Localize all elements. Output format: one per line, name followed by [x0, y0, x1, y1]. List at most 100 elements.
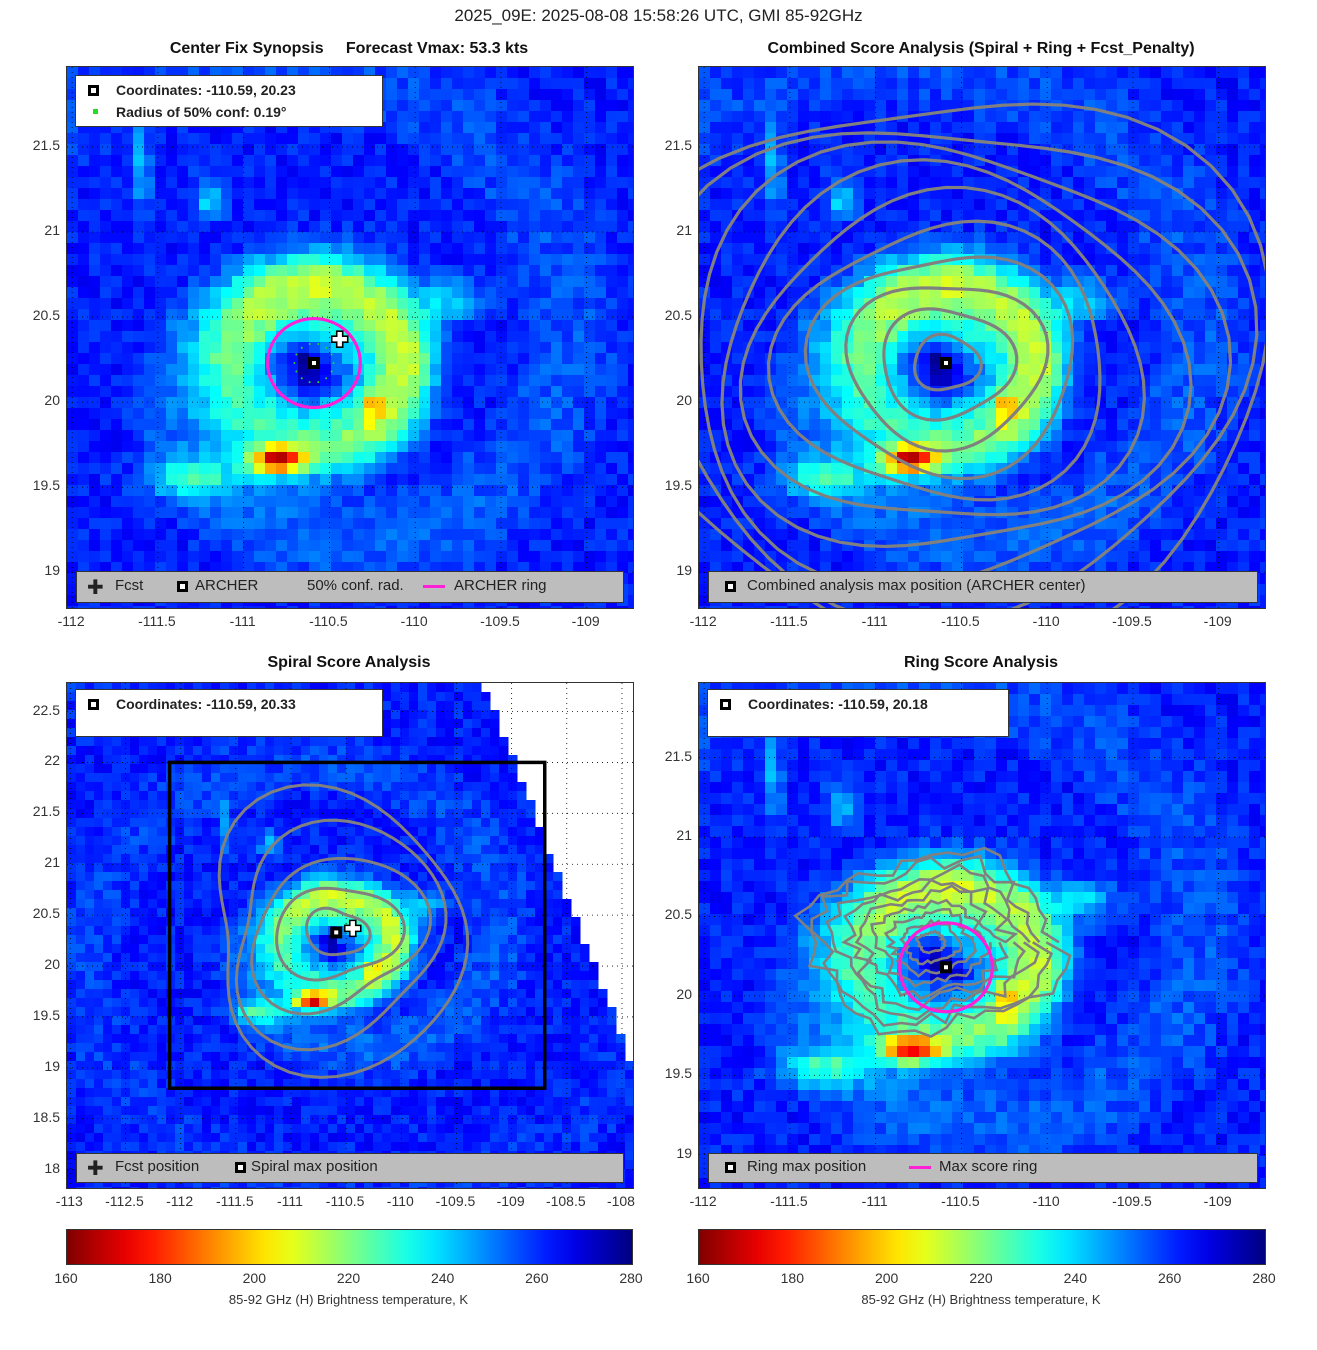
panel-title-combined: Combined Score Analysis (Spiral + Ring +… — [767, 40, 1195, 57]
y-tick-label: 20 — [676, 985, 692, 1002]
x-tick-label: -109 — [496, 1193, 525, 1209]
colorbar-tick-label: 240 — [430, 1270, 455, 1286]
y-tick-label: 20.5 — [664, 906, 692, 923]
y-tick-label: 20.5 — [664, 307, 692, 324]
center-marker-dot — [311, 361, 316, 366]
x-tick-label: -111.5 — [215, 1193, 254, 1209]
ring-contour — [870, 898, 993, 988]
figure-title: 2025_09E: 2025-08-08 15:58:26 UTC, GMI 8… — [454, 6, 863, 25]
colorbar-right — [698, 1229, 1266, 1265]
combined-plot: Combined analysis max position (ARCHER c… — [698, 66, 1266, 609]
spiral-contour — [305, 906, 372, 957]
x-tick-label: -109 — [1203, 613, 1232, 629]
colorbar-tick-label: 240 — [1063, 1270, 1087, 1286]
ring-contour — [841, 878, 1027, 1012]
conf-dot — [325, 346, 328, 349]
y-tick-label: 21.5 — [32, 136, 60, 153]
colorbar-tick-label: 180 — [148, 1270, 172, 1286]
spiral-legend-top: Coordinates: -110.59, 20.33 — [75, 689, 383, 737]
x-tick-label: -109 — [1203, 1193, 1232, 1209]
synopsis-heatmap — [67, 67, 633, 608]
combined-heatmap — [699, 67, 1265, 608]
x-tick-label: -111 — [861, 1193, 888, 1209]
colorbar-tick-label: 260 — [1157, 1270, 1182, 1286]
legend-max-score-ring: Max score ring — [939, 1158, 1038, 1175]
x-tick-label: -112 — [57, 613, 85, 629]
conf-dot — [330, 370, 333, 373]
y-tick-label: 20 — [44, 392, 60, 409]
x-tick-label: -109.5 — [1112, 1193, 1152, 1209]
spiral-marker-icon — [88, 699, 99, 710]
conf-dot — [330, 353, 333, 356]
conf-dot — [293, 362, 296, 365]
panel-title-spiral: Spiral Score Analysis — [267, 654, 431, 671]
max-score-ring — [898, 921, 994, 1014]
center-marker-dot — [334, 930, 339, 935]
colorbar-tick-label: 160 — [686, 1270, 710, 1286]
combined-legend-bottom: Combined analysis max position (ARCHER c… — [708, 571, 1258, 603]
x-tick-label: -110.5 — [941, 613, 980, 629]
y-tick-label: 20.5 — [32, 307, 60, 324]
ring-contour — [915, 929, 947, 955]
x-tick-label: -110.5 — [941, 1193, 980, 1209]
spiral-contour — [250, 856, 432, 1016]
synopsis-conf-radius: Radius of 50% conf: 0.19° — [116, 104, 287, 120]
conf-dot — [317, 381, 320, 384]
y-tick-label: 20 — [676, 392, 692, 409]
x-tick-label: -111.5 — [138, 613, 176, 629]
spiral-contour — [234, 818, 448, 1052]
colorbar-tick-label: 180 — [780, 1270, 804, 1286]
y-tick-label: 21 — [44, 854, 60, 871]
legend-archer-ring: ARCHER ring — [454, 577, 547, 594]
ring-contour — [793, 846, 1072, 1038]
y-tick-label: 19.5 — [32, 1006, 60, 1023]
conf-dot — [317, 342, 320, 345]
archer-marker-icon — [177, 581, 188, 592]
conf-dot — [300, 377, 303, 380]
score-contour — [844, 286, 1050, 453]
y-tick-label: 19.5 — [664, 1065, 692, 1082]
synopsis-coordinates: Coordinates: -110.59, 20.23 — [116, 82, 296, 98]
x-tick-label: -109.5 — [1112, 613, 1152, 629]
fcst-cross-icon: ✚ — [87, 577, 104, 599]
spiral-contour — [217, 783, 470, 1079]
x-tick-label: -112 — [166, 1193, 194, 1209]
archer-marker-icon — [725, 581, 736, 592]
colorbar-tick-label: 200 — [874, 1270, 899, 1286]
fcst-cross-icon: ✚ — [87, 1158, 104, 1180]
x-tick-label: -111 — [229, 613, 256, 629]
conf-dot — [308, 381, 311, 384]
center-marker-dot — [943, 965, 948, 970]
y-tick-label: 18 — [44, 1159, 60, 1176]
colorbar-left — [66, 1229, 633, 1265]
fcst-cross — [330, 330, 349, 349]
y-tick-label: 21.5 — [664, 747, 692, 764]
y-tick-label: 19.5 — [32, 477, 60, 494]
ring-line-icon — [423, 585, 445, 588]
x-tick-label: -110 — [1032, 613, 1060, 629]
y-tick-label: 19 — [676, 1144, 692, 1161]
x-tick-label: -111 — [276, 1193, 303, 1209]
y-tick-label: 22.5 — [32, 701, 60, 718]
legend-ring-max: Ring max position — [747, 1158, 867, 1175]
ring-marker-icon — [720, 699, 731, 710]
x-tick-label: -109 — [571, 613, 600, 629]
score-contour — [913, 332, 983, 392]
colorbar-tick-label: 280 — [1252, 1270, 1276, 1286]
conf-dot — [325, 377, 328, 380]
conf-dot — [308, 342, 311, 345]
y-tick-label: 21 — [676, 222, 692, 239]
y-tick-label: 19.5 — [664, 477, 692, 494]
spiral-legend-bottom: ✚ Fcst position Spiral max position — [76, 1153, 624, 1183]
colorbar-tick-label: 160 — [54, 1270, 78, 1286]
synopsis-legend-bottom: ✚ Fcst ARCHER 50% conf. rad. ARCHER ring — [76, 571, 624, 603]
synopsis-legend-top: Coordinates: -110.59, 20.23 Radius of 50… — [75, 75, 383, 127]
score-contour — [803, 255, 1075, 481]
score-contour — [720, 158, 1193, 549]
legend-fcst-position: Fcst position — [115, 1158, 200, 1175]
archer-marker-icon — [88, 85, 99, 96]
spiral-marker-icon — [235, 1162, 246, 1173]
legend-conf-rad: 50% conf. rad. — [307, 577, 404, 594]
legend-archer: ARCHER — [195, 577, 259, 594]
conf-dot-icon — [93, 109, 98, 114]
